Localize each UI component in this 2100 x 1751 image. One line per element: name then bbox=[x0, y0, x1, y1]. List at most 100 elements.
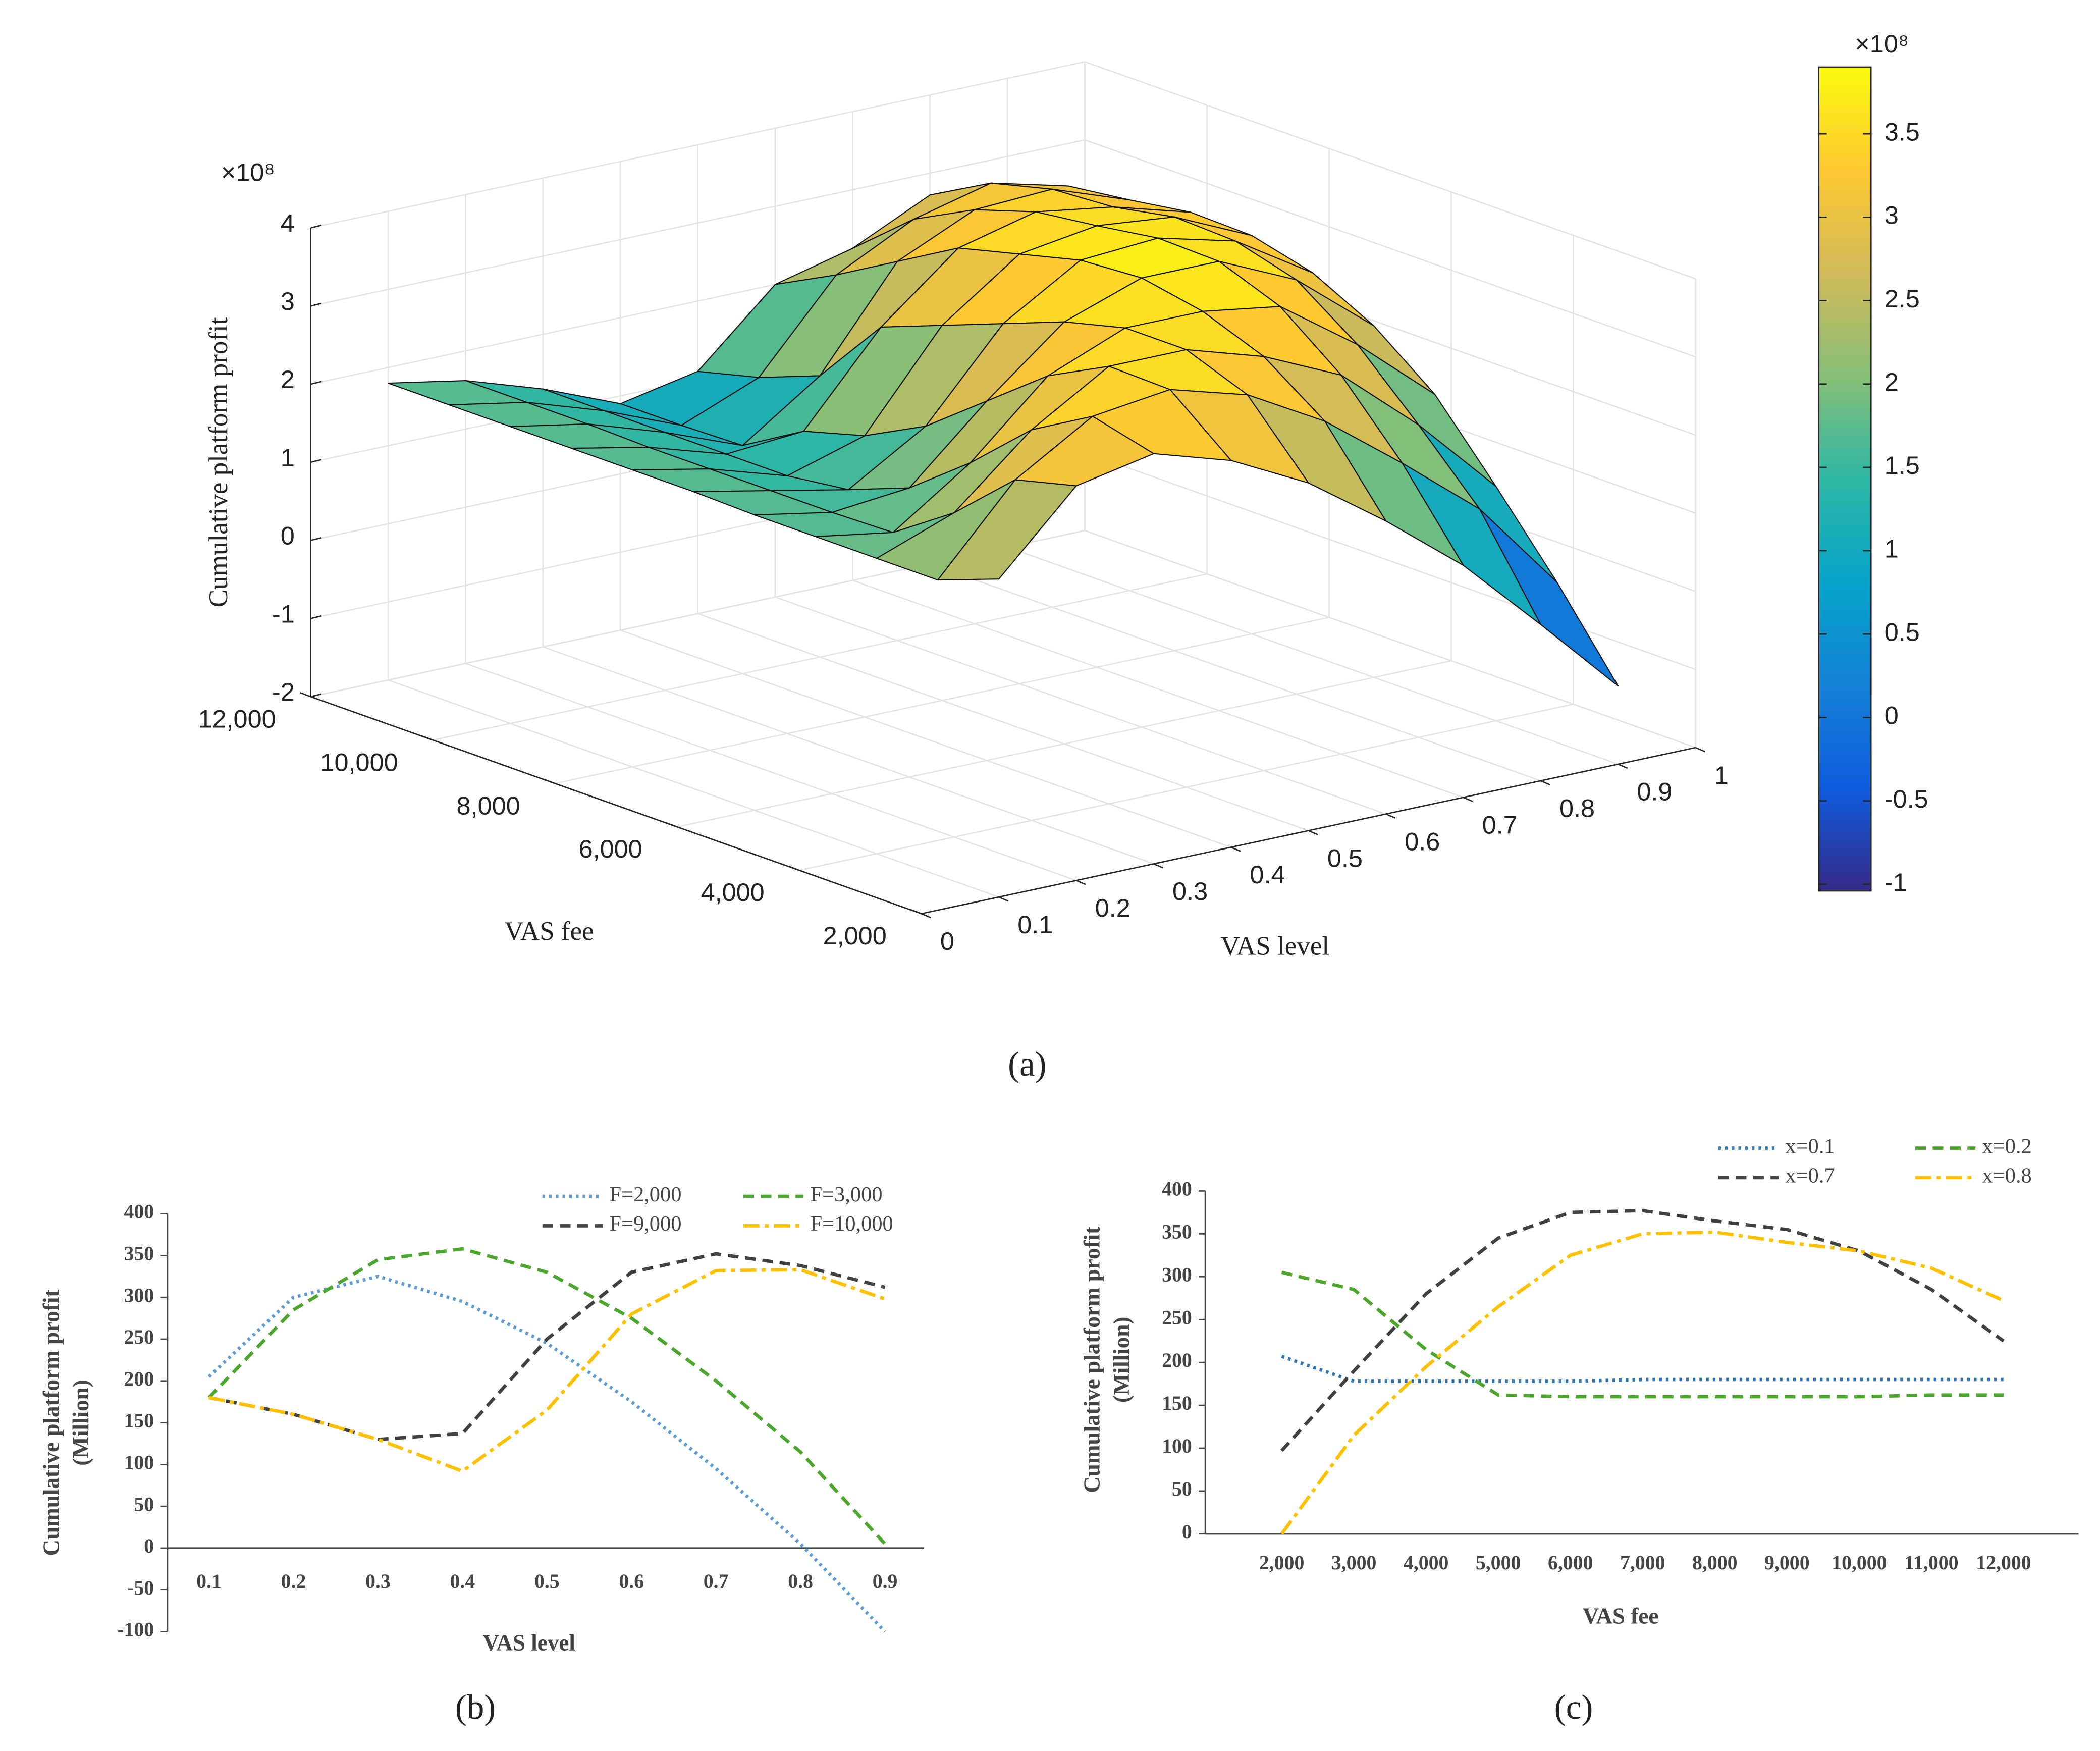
tick-mark bbox=[1695, 747, 1705, 753]
grid-line bbox=[555, 616, 1329, 784]
grid-line bbox=[697, 613, 1309, 831]
z-tick-label: -1 bbox=[272, 599, 295, 628]
tick-mark bbox=[910, 909, 922, 915]
tick-mark bbox=[310, 302, 322, 307]
y-tick-label: -100 bbox=[117, 1619, 154, 1641]
grid-line bbox=[543, 646, 1154, 865]
legend-label: F=2,000 bbox=[609, 1183, 681, 1206]
colorbar-tick-label: 3.5 bbox=[1884, 117, 1920, 146]
tick-mark bbox=[544, 778, 556, 784]
y-tick-label: 400 bbox=[124, 1201, 154, 1223]
z-tick-label: 3 bbox=[281, 287, 295, 315]
y-tick-label: 2,000 bbox=[823, 921, 887, 950]
tick-mark bbox=[299, 692, 311, 698]
colorbar-tick-label: -0.5 bbox=[1884, 784, 1928, 813]
legend-label: F=9,000 bbox=[609, 1212, 681, 1236]
legend-label: x=0.2 bbox=[1982, 1134, 2031, 1158]
tick-mark bbox=[1153, 863, 1163, 869]
grid-line bbox=[799, 703, 1574, 871]
colorbar-tick-label: 1.5 bbox=[1884, 451, 1920, 480]
axis-line bbox=[310, 696, 922, 915]
y-tick-label: 200 bbox=[124, 1368, 154, 1390]
series-line bbox=[207, 1275, 886, 1633]
x-tick-label: 0.5 bbox=[1327, 843, 1363, 872]
x-tick-label: 0.6 bbox=[619, 1570, 644, 1593]
x-tick-label: 0.3 bbox=[1172, 877, 1208, 906]
y-tick-label: 350 bbox=[1162, 1221, 1192, 1243]
series-line bbox=[208, 1268, 886, 1473]
y-tick-label: 4,000 bbox=[701, 878, 765, 907]
grid-line bbox=[433, 573, 1207, 741]
y-tick-label: 12,000 bbox=[198, 704, 276, 733]
grid-line bbox=[310, 139, 1085, 307]
x-tick-label: 0.4 bbox=[450, 1570, 475, 1593]
tick-mark bbox=[998, 896, 1009, 902]
y-tick-label: 200 bbox=[1162, 1349, 1192, 1371]
x-tick-label: 0.9 bbox=[873, 1570, 898, 1593]
x-axis-label: VAS level bbox=[1220, 931, 1329, 961]
colorbar-tick-label: 2.5 bbox=[1884, 284, 1920, 313]
tick-mark bbox=[788, 865, 800, 871]
legend-label: F=3,000 bbox=[810, 1183, 882, 1206]
legend-label: x=0.8 bbox=[1982, 1164, 2031, 1188]
z-tick-label: 0 bbox=[281, 521, 295, 550]
x-tick-label: 5,000 bbox=[1476, 1552, 1521, 1574]
grid-line bbox=[310, 61, 1085, 229]
tick-mark bbox=[666, 822, 678, 828]
x-tick-label: 0.7 bbox=[704, 1570, 729, 1593]
tick-mark bbox=[310, 615, 322, 619]
y-axis-label: Cumulative platform profit bbox=[1079, 1227, 1104, 1493]
y-tick-label: 300 bbox=[1162, 1263, 1192, 1286]
z-multiplier: ×10⁸ bbox=[221, 158, 275, 187]
grid-line bbox=[1085, 139, 1696, 358]
y-tick-label: 150 bbox=[124, 1410, 154, 1432]
x-tick-label: 6,000 bbox=[1548, 1552, 1593, 1574]
legend-label: x=0.7 bbox=[1785, 1164, 1835, 1188]
grid-line bbox=[620, 629, 1231, 848]
grid-line bbox=[930, 563, 1541, 782]
tick-mark bbox=[1230, 846, 1241, 852]
x-tick-label: 0 bbox=[940, 927, 954, 956]
x-tick-label: 11,000 bbox=[1904, 1552, 1958, 1574]
grid-line bbox=[677, 660, 1451, 828]
y-tick-label: 150 bbox=[1162, 1392, 1192, 1414]
y-tick-label: 0 bbox=[1182, 1521, 1192, 1543]
y-tick-label: 250 bbox=[1162, 1306, 1192, 1329]
surface-face bbox=[1479, 508, 1619, 687]
x-tick-label: 9,000 bbox=[1764, 1552, 1810, 1574]
colorbar-tick-label: 2 bbox=[1884, 367, 1899, 396]
tick-mark bbox=[310, 537, 322, 541]
x-tick-label: 10,000 bbox=[1832, 1552, 1887, 1574]
y-tick-label: 50 bbox=[134, 1493, 154, 1515]
y-tick-label: 250 bbox=[124, 1326, 154, 1348]
y-axis-label: (Million) bbox=[68, 1379, 93, 1465]
y-axis-label: VAS fee bbox=[504, 917, 594, 946]
colorbar-tick-label: 1 bbox=[1884, 534, 1899, 563]
y-tick-label: 350 bbox=[124, 1242, 154, 1264]
x-tick-label: 0.8 bbox=[1559, 794, 1595, 823]
x-tick-label: 4,000 bbox=[1404, 1552, 1449, 1574]
x-tick-label: 12,000 bbox=[1976, 1552, 2031, 1574]
x-tick-label: 2,000 bbox=[1259, 1552, 1305, 1574]
x-tick-label: 0.1 bbox=[1017, 910, 1053, 939]
legend-label: x=0.1 bbox=[1785, 1134, 1835, 1158]
x-tick-label: 0.4 bbox=[1250, 860, 1285, 889]
x-tick-label: 7,000 bbox=[1620, 1552, 1665, 1574]
grid-line bbox=[1085, 61, 1696, 280]
tick-mark bbox=[1463, 797, 1473, 802]
tick-mark bbox=[1618, 763, 1628, 769]
y-tick-label: 10,000 bbox=[320, 748, 398, 776]
y-tick-label: 100 bbox=[124, 1451, 154, 1473]
z-tick-label: 4 bbox=[281, 208, 295, 237]
colorbar-tick-label: -1 bbox=[1884, 868, 1907, 896]
tick-mark bbox=[421, 735, 434, 741]
series-line bbox=[208, 1252, 886, 1442]
panel-label: (b) bbox=[455, 1688, 496, 1726]
series-line bbox=[207, 1247, 887, 1545]
z-axis-label: Cumulative platform profit bbox=[204, 317, 233, 607]
colorbar-tick-label: 0.5 bbox=[1884, 618, 1920, 647]
grid-line bbox=[388, 679, 999, 898]
grid-line bbox=[1007, 546, 1619, 765]
grid-line bbox=[1085, 529, 1696, 749]
